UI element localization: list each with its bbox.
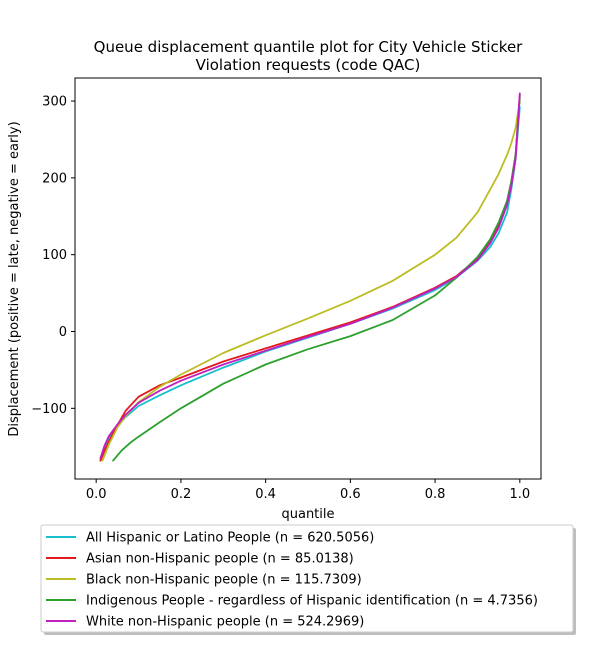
y-tick-label: 200 [42, 171, 67, 186]
series-line [101, 100, 521, 462]
legend-label: White non-Hispanic people (n = 524.2969) [86, 615, 364, 630]
series-layer [99, 92, 521, 462]
axes-layer: 0.0 0.2 0.4 0.6 0.8 1.0 −100 0 100 200 300 [31, 95, 530, 502]
y-tick-label: 100 [42, 248, 67, 263]
y-axis-label: Displacement (positive = late, negative … [7, 121, 22, 436]
x-tick-label: 0.0 [86, 487, 107, 502]
chart-title-line-1: Queue displacement quantile plot for Cit… [94, 38, 524, 56]
legend: All Hispanic or Latino People (n = 620.5… [40, 524, 576, 635]
x-tick-label: 1.0 [509, 487, 530, 502]
y-tick-label: 300 [42, 95, 67, 110]
series-line [99, 92, 521, 460]
x-tick-label: 0.6 [340, 487, 361, 502]
chart-title-line-2: Violation requests (code QAC) [196, 56, 421, 74]
legend-label: Black non-Hispanic people (n = 115.7309) [86, 573, 362, 588]
x-tick-label: 0.2 [171, 487, 192, 502]
x-tick-label: 0.8 [425, 487, 446, 502]
legend-box [40, 524, 574, 633]
y-tick-label: −100 [31, 402, 67, 417]
legend-label: Indigenous People - regardless of Hispan… [86, 594, 538, 609]
legend-entries: All Hispanic or Latino People (n = 620.5… [46, 531, 538, 630]
x-tick-label: 0.4 [255, 487, 276, 502]
x-axis-label: quantile [281, 507, 334, 522]
series-line [112, 96, 521, 462]
y-tick-label: 0 [59, 325, 67, 340]
legend-label: All Hispanic or Latino People (n = 620.5… [86, 531, 374, 546]
legend-label: Asian non-Hispanic people (n = 85.0138) [86, 552, 354, 567]
plot-frame [74, 77, 542, 480]
series-line [99, 106, 521, 462]
